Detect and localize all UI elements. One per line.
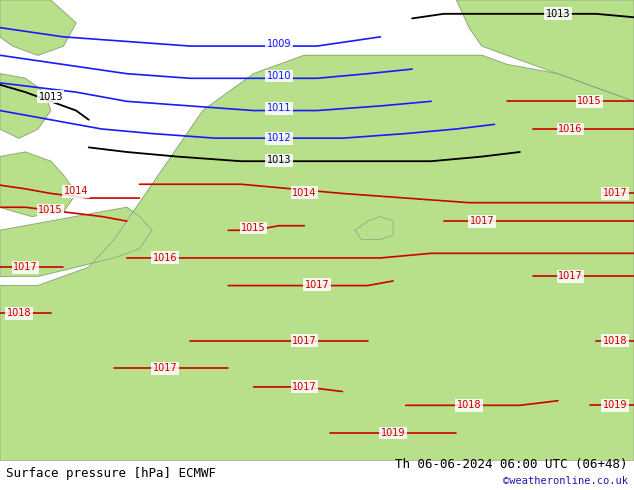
Text: 1011: 1011 — [267, 103, 291, 113]
Text: 1015: 1015 — [39, 205, 63, 216]
Polygon shape — [0, 152, 76, 217]
Text: 1017: 1017 — [292, 382, 316, 392]
Text: 1017: 1017 — [305, 280, 329, 290]
Text: 1012: 1012 — [267, 133, 291, 143]
Text: 1010: 1010 — [267, 71, 291, 81]
Text: 1019: 1019 — [381, 428, 405, 438]
Text: 1014: 1014 — [64, 186, 88, 196]
Text: 1009: 1009 — [267, 39, 291, 49]
Text: 1019: 1019 — [603, 400, 627, 410]
Text: 1017: 1017 — [559, 271, 583, 281]
Text: 1017: 1017 — [603, 189, 627, 198]
Text: 1013: 1013 — [39, 92, 63, 102]
Text: ©weatheronline.co.uk: ©weatheronline.co.uk — [503, 476, 628, 486]
Polygon shape — [0, 74, 51, 138]
Text: 1017: 1017 — [292, 382, 316, 392]
Text: 1018: 1018 — [457, 400, 481, 410]
Text: 1013: 1013 — [267, 155, 291, 165]
Bar — [0, 461, 634, 490]
Text: 1010: 1010 — [267, 71, 291, 81]
Text: 1017: 1017 — [13, 262, 37, 272]
Text: 1014: 1014 — [292, 188, 316, 197]
Text: Th 06-06-2024 06:00 UTC (06+48): Th 06-06-2024 06:00 UTC (06+48) — [395, 458, 628, 471]
Text: 1013: 1013 — [546, 9, 570, 19]
Text: 1014: 1014 — [64, 186, 88, 196]
Text: 1018: 1018 — [457, 400, 481, 410]
Text: 1011: 1011 — [267, 103, 291, 113]
Text: 1018: 1018 — [7, 308, 31, 318]
Text: 1017: 1017 — [470, 216, 494, 226]
Text: 1015: 1015 — [39, 205, 63, 216]
Polygon shape — [0, 55, 634, 461]
Text: 1014: 1014 — [292, 188, 316, 197]
Text: 1017: 1017 — [153, 364, 177, 373]
Text: 1012: 1012 — [267, 133, 291, 143]
Text: 1017: 1017 — [292, 336, 316, 346]
Text: 1016: 1016 — [153, 253, 177, 263]
Text: 1015: 1015 — [578, 97, 602, 106]
Polygon shape — [0, 207, 152, 276]
Text: 1013: 1013 — [39, 92, 63, 102]
Text: 1018: 1018 — [7, 308, 31, 318]
Text: 1017: 1017 — [292, 336, 316, 346]
Text: Surface pressure [hPa] ECMWF: Surface pressure [hPa] ECMWF — [6, 467, 216, 480]
Text: 1017: 1017 — [559, 271, 583, 281]
Text: 1015: 1015 — [578, 97, 602, 106]
Polygon shape — [0, 0, 76, 55]
Text: 1016: 1016 — [559, 124, 583, 134]
Text: 1016: 1016 — [153, 253, 177, 263]
Text: 1018: 1018 — [603, 336, 627, 346]
Text: 1017: 1017 — [470, 216, 494, 226]
Polygon shape — [456, 0, 634, 101]
Text: 1017: 1017 — [305, 280, 329, 290]
Text: 1015: 1015 — [242, 223, 266, 233]
Text: 1019: 1019 — [603, 400, 627, 410]
Text: 1019: 1019 — [381, 428, 405, 438]
Text: 1017: 1017 — [603, 189, 627, 198]
Text: 1015: 1015 — [242, 223, 266, 233]
Text: 1013: 1013 — [267, 155, 291, 165]
Text: 1013: 1013 — [546, 9, 570, 19]
Text: 1017: 1017 — [13, 262, 37, 272]
Text: 1017: 1017 — [153, 364, 177, 373]
Polygon shape — [355, 217, 393, 240]
Text: 1016: 1016 — [559, 124, 583, 134]
Text: 1018: 1018 — [603, 336, 627, 346]
Text: 1009: 1009 — [267, 39, 291, 49]
